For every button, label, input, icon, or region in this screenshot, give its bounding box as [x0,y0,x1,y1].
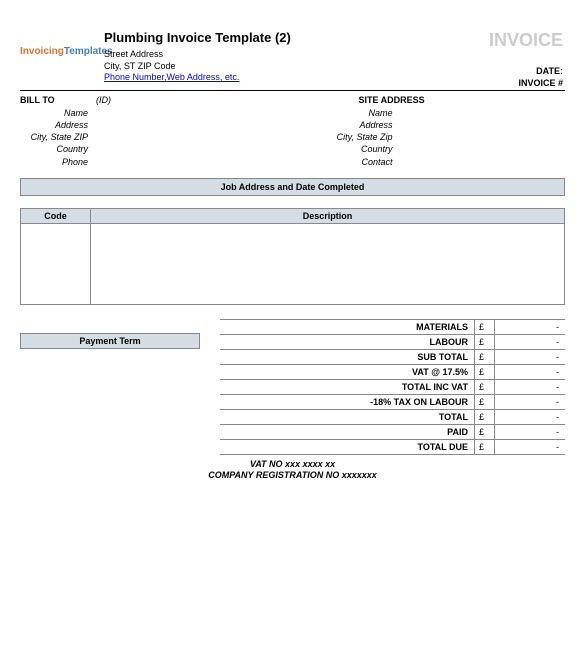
vat-number: VAT NO xxx xxxx xx [20,459,565,471]
bill-phone-label: Phone [20,156,96,168]
total-currency: £ [475,365,495,379]
total-row: LABOUR£- [220,335,565,350]
divider-top [20,90,565,91]
total-label: VAT @ 17.5% [220,365,475,379]
bill-country-label: Country [20,143,96,155]
payment-term-header: Payment Term [20,333,200,349]
lower-section: Payment Term MATERIALS£-LABOUR£-SUB TOTA… [20,319,565,455]
total-currency: £ [475,380,495,394]
invoice-meta: DATE: INVOICE # [518,66,563,89]
total-row: SUB TOTAL£- [220,350,565,365]
total-row: TOTAL£- [220,410,565,425]
total-row: VAT @ 17.5%£- [220,365,565,380]
total-currency: £ [475,395,495,409]
items-body [21,224,564,304]
items-desc-cell [91,224,564,304]
invoice-number-label: INVOICE # [518,78,563,90]
header: InvoicingTemplates Plumbing Invoice Temp… [20,30,565,84]
bill-name-label: Name [20,107,96,119]
total-value: - [495,425,565,439]
bill-to-id: (ID) [96,95,111,105]
total-label: SUB TOTAL [220,350,475,364]
address-section: BILL TO (ID) Name Address City, State ZI… [20,95,565,168]
bill-to-header: BILL TO [20,95,96,105]
total-currency: £ [475,335,495,349]
logo-text-1: Invoicing [20,46,64,57]
items-code-cell [21,224,91,304]
col-code-header: Code [21,209,91,223]
site-address-label: Address [293,119,401,131]
total-row: TOTAL DUE£- [220,440,565,455]
total-value: - [495,395,565,409]
site-contact-label: Contact [293,156,401,168]
logo: InvoicingTemplates [20,46,100,57]
total-value: - [495,410,565,424]
total-label: TOTAL INC VAT [220,380,475,394]
site-name-label: Name [293,107,401,119]
company-reg-number: COMPANY REGISTRATION NO xxxxxxx [20,470,565,482]
total-row: -18% TAX ON LABOUR£- [220,395,565,410]
total-value: - [495,350,565,364]
total-currency: £ [475,350,495,364]
total-value: - [495,320,565,334]
items-table: Code Description [20,208,565,305]
total-label: TOTAL DUE [220,440,475,454]
total-row: MATERIALS£- [220,319,565,335]
footer: VAT NO xxx xxxx xx COMPANY REGISTRATION … [20,459,565,482]
company-city: City, ST ZIP Code [104,61,565,73]
total-currency: £ [475,425,495,439]
job-address-bar: Job Address and Date Completed [20,178,565,196]
items-header-row: Code Description [21,209,564,224]
total-label: LABOUR [220,335,475,349]
total-label: MATERIALS [220,320,475,334]
col-desc-header: Description [91,209,564,223]
date-label: DATE: [518,66,563,78]
total-value: - [495,380,565,394]
bill-address-label: Address [20,119,96,131]
total-row: TOTAL INC VAT£- [220,380,565,395]
total-value: - [495,335,565,349]
total-row: PAID£- [220,425,565,440]
total-value: - [495,440,565,454]
site-country-label: Country [293,143,401,155]
site-address-header: SITE ADDRESS [293,95,566,105]
total-value: - [495,365,565,379]
total-currency: £ [475,410,495,424]
total-currency: £ [475,440,495,454]
total-label: TOTAL [220,410,475,424]
total-currency: £ [475,320,495,334]
bill-csz-label: City, State ZIP [20,131,96,143]
total-label: PAID [220,425,475,439]
company-contact-link[interactable]: Phone Number,Web Address, etc. [104,72,239,82]
bill-to-block: BILL TO (ID) Name Address City, State ZI… [20,95,293,168]
site-address-block: SITE ADDRESS Name Address City, State Zi… [293,95,566,168]
invoice-watermark: INVOICE [489,30,563,51]
totals-block: MATERIALS£-LABOUR£-SUB TOTAL£-VAT @ 17.5… [220,319,565,455]
site-csz-label: City, State Zip [293,131,401,143]
total-label: -18% TAX ON LABOUR [220,395,475,409]
